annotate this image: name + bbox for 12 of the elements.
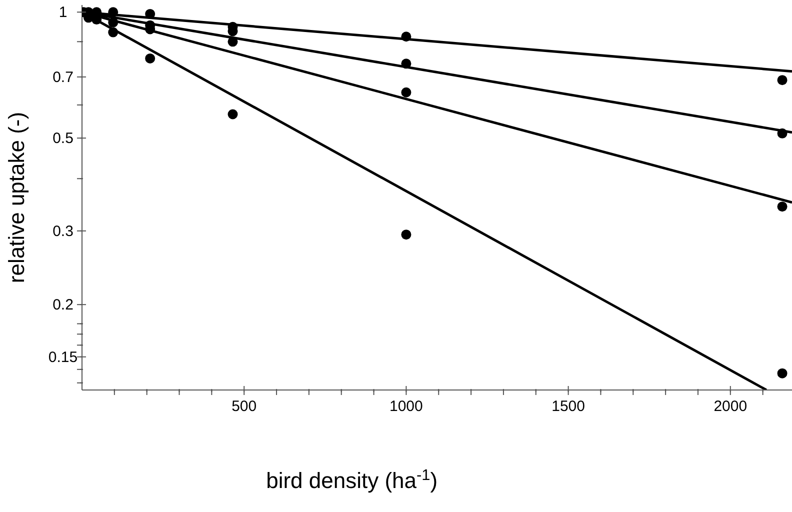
x-tick-label: 500 — [232, 398, 257, 415]
y-tick-label: 0.2 — [52, 296, 74, 314]
y-tick-label: 1 — [58, 4, 68, 22]
y-axis-title: relative uptake (-) — [4, 112, 29, 284]
x-tick-label: 2000 — [714, 398, 748, 415]
x-axis-title: bird density (ha$^{-1}$) — [266, 466, 438, 493]
y-tick-label: 0.3 — [52, 222, 74, 240]
x-tick-label: 1500 — [552, 398, 585, 415]
y-tick-label: 0.5 — [52, 130, 74, 148]
y-tick-label: 0.15 — [48, 348, 78, 366]
y-tick-label: 0.7 — [52, 68, 74, 86]
x-tick-label: 1000 — [390, 398, 423, 415]
